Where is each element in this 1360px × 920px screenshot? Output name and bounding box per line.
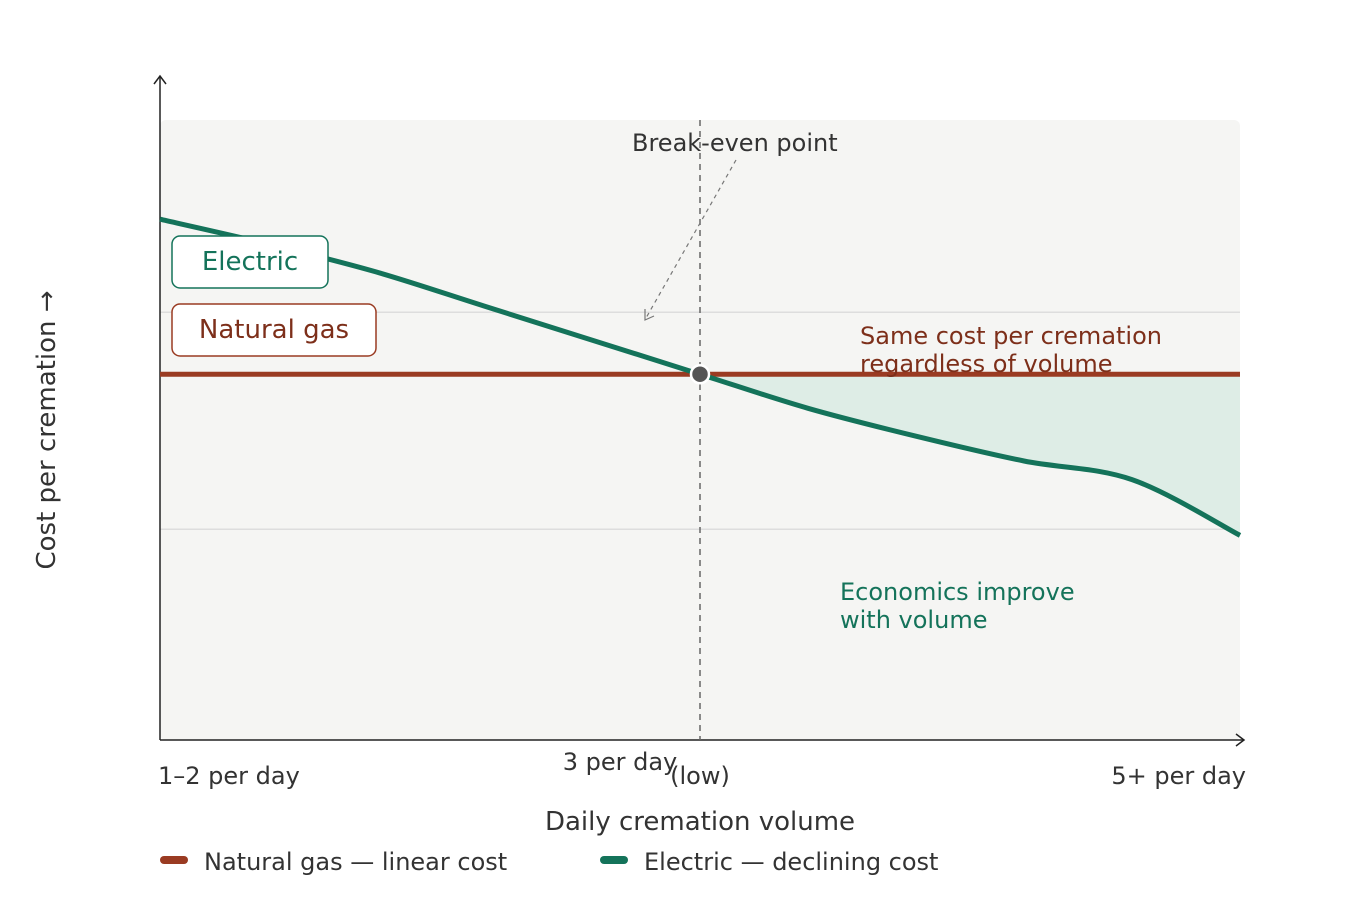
natural-gas-label: Natural gas (199, 315, 349, 345)
break-even-label: Break-even point (632, 129, 838, 157)
x-axis-arrow (1235, 733, 1246, 747)
electric-label-box: Electric (171, 235, 329, 289)
gas-annotation-line-2: regardless of volume (860, 350, 1112, 378)
x-tick-label-mid: 3 per day (563, 748, 678, 776)
x-tick-label-low: 1–2 per day (158, 762, 300, 790)
break-even-marker (689, 363, 711, 385)
y-axis-title: Cost per cremation → (32, 290, 62, 569)
legend-label-natural-gas: Natural gas — linear cost (204, 848, 507, 876)
x-tick-label-high: 5+ per day (1111, 762, 1246, 790)
electric-annotation-line-1: Economics improve (840, 578, 1075, 606)
legend-label-electric: Electric — declining cost (644, 848, 938, 876)
x-tick-label-mid-note: (low) (670, 762, 730, 790)
gas-annotation-line-1: Same cost per cremation (860, 322, 1162, 350)
break-even-pointer (645, 159, 737, 319)
legend: Natural gas — linear cost Electric — dec… (160, 848, 938, 876)
y-axis-arrow (153, 74, 167, 85)
break-even-pointer-head (644, 309, 655, 321)
x-axis-title: Daily cremation volume (545, 807, 855, 837)
electric-annotation-line-2: with volume (840, 606, 987, 634)
electric-label: Electric (202, 247, 298, 277)
natural-gas-label-box: Natural gas (171, 303, 377, 357)
